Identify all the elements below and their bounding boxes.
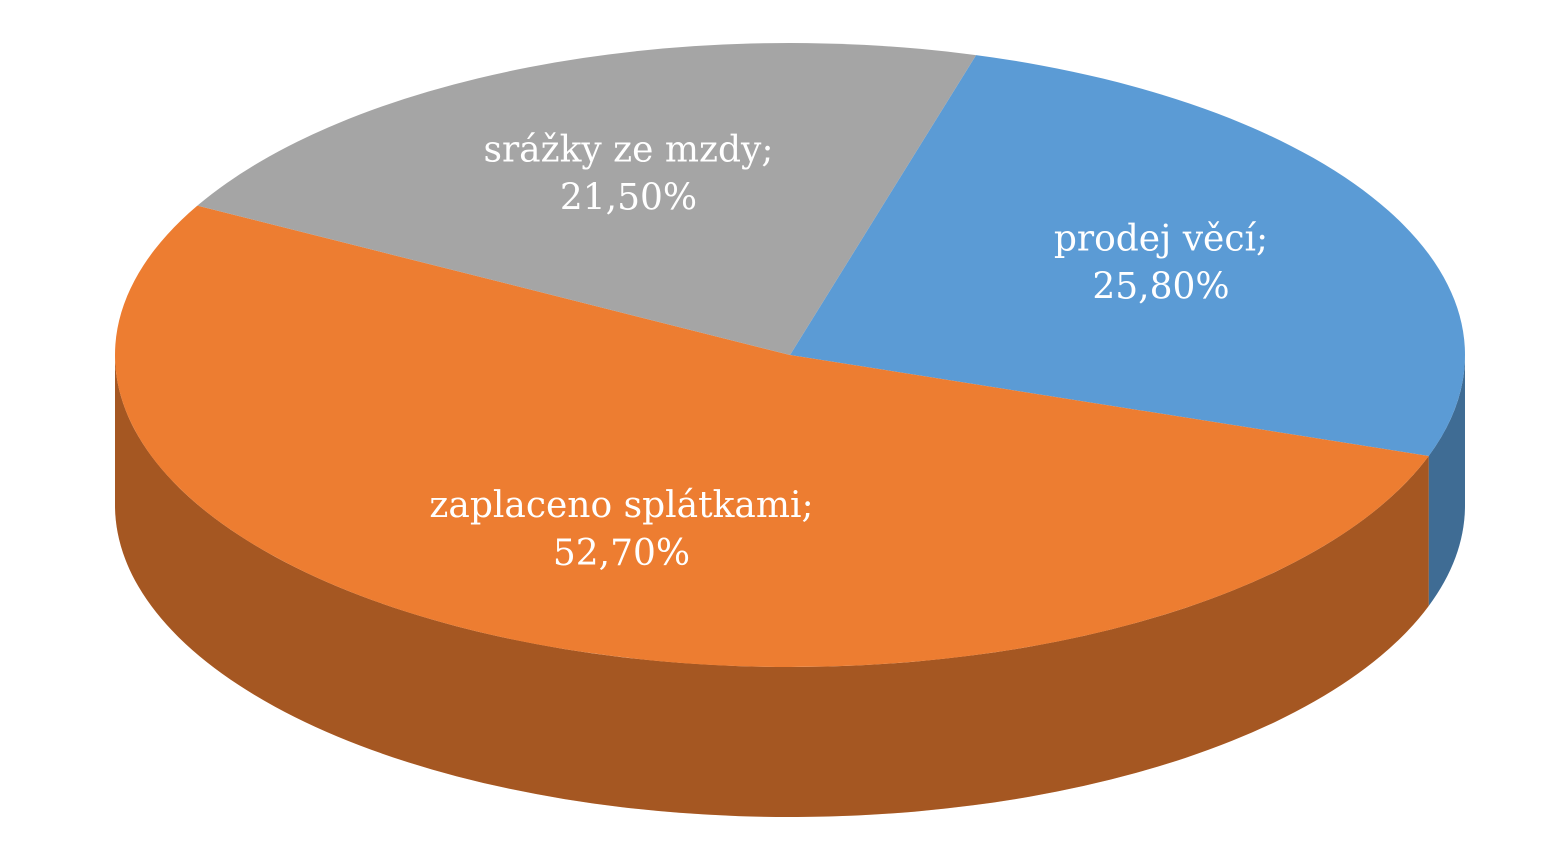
slice-side bbox=[115, 355, 1429, 818]
slice-category: zaplaceno splátkami; bbox=[429, 485, 813, 526]
slice-category: srážky ze mzdy; bbox=[483, 130, 773, 171]
side-shade bbox=[1428, 355, 1465, 606]
slice-side bbox=[1428, 355, 1465, 606]
slice-category: prodej věcí; bbox=[1054, 218, 1268, 259]
slice-value-label: 52,70% bbox=[553, 533, 690, 574]
slice bbox=[115, 205, 1429, 667]
slice bbox=[790, 55, 1466, 456]
slice-value-label: 25,80% bbox=[1092, 266, 1229, 307]
slice-value-label: 21,50% bbox=[560, 178, 697, 219]
side-shade bbox=[115, 355, 1429, 818]
slice bbox=[197, 42, 977, 356]
